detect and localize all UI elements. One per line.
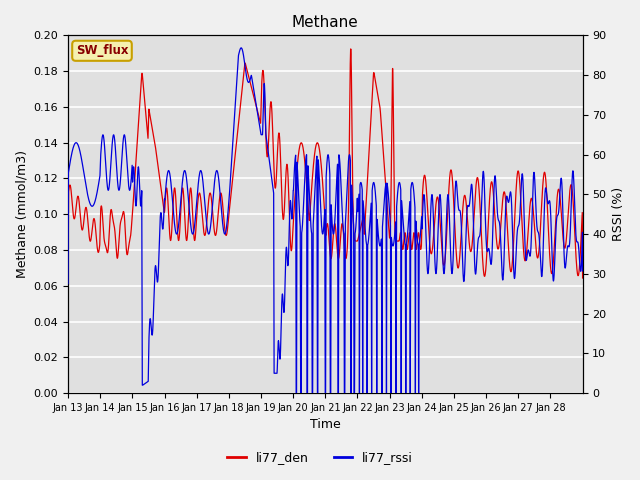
Y-axis label: Methane (mmol/m3): Methane (mmol/m3) — [15, 150, 28, 278]
Text: SW_flux: SW_flux — [76, 44, 128, 57]
Y-axis label: RSSI (%): RSSI (%) — [612, 187, 625, 241]
X-axis label: Time: Time — [310, 419, 340, 432]
Title: Methane: Methane — [292, 15, 358, 30]
Legend: li77_den, li77_rssi: li77_den, li77_rssi — [222, 446, 418, 469]
